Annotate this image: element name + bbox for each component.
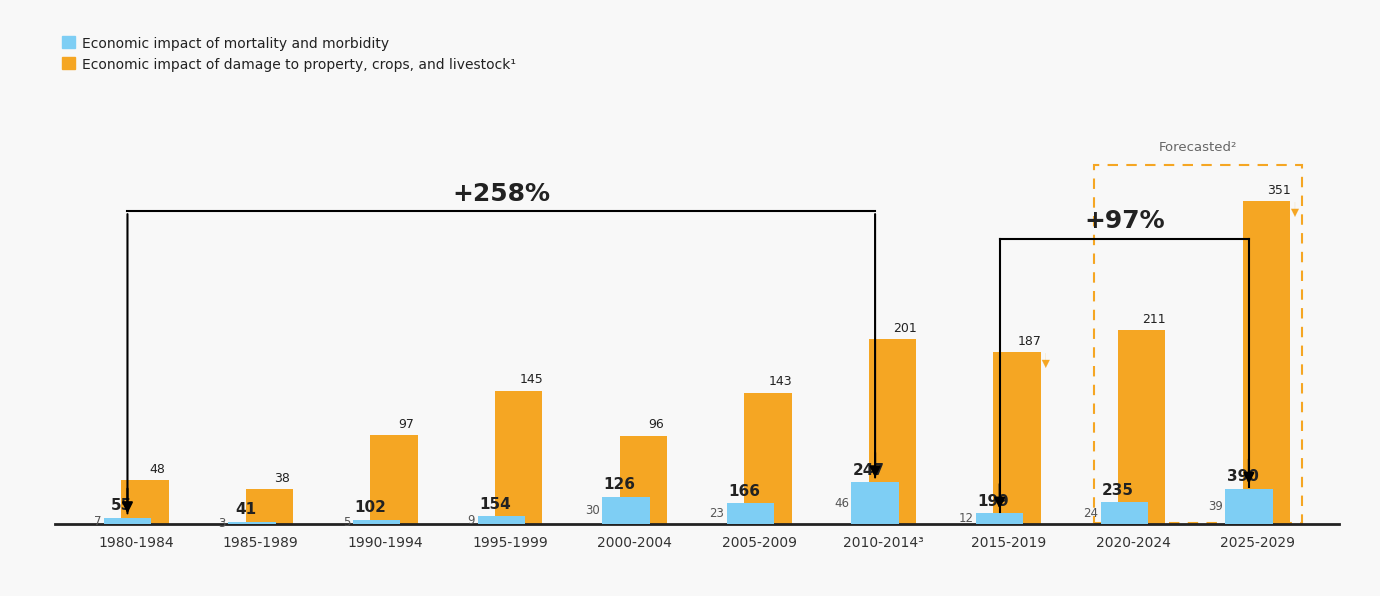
Text: 199: 199: [977, 494, 1009, 509]
Bar: [851, 482, 898, 524]
Text: 154: 154: [479, 496, 511, 511]
Text: 24: 24: [1083, 507, 1098, 520]
Bar: [495, 391, 542, 524]
Bar: [1118, 330, 1165, 524]
Bar: [976, 513, 1024, 524]
Text: 7: 7: [94, 515, 101, 527]
Text: 211: 211: [1143, 312, 1166, 325]
Bar: [744, 393, 792, 524]
Bar: [869, 339, 916, 524]
Text: 23: 23: [709, 507, 725, 520]
Bar: [229, 522, 276, 524]
Text: 9: 9: [468, 514, 475, 527]
Text: 5: 5: [344, 516, 351, 529]
Text: 38: 38: [275, 472, 290, 485]
Bar: [1101, 502, 1148, 524]
Bar: [246, 489, 293, 524]
Text: 201: 201: [893, 322, 916, 335]
Text: 96: 96: [647, 418, 664, 432]
Text: 12: 12: [959, 513, 973, 526]
Text: 126: 126: [603, 477, 636, 492]
Bar: [727, 503, 774, 524]
Bar: [994, 352, 1041, 524]
Text: 166: 166: [729, 484, 760, 499]
Text: 143: 143: [769, 375, 792, 388]
Bar: [121, 480, 168, 524]
Text: 41: 41: [235, 502, 257, 517]
Text: 145: 145: [519, 373, 544, 386]
Bar: [370, 435, 418, 524]
Bar: [477, 516, 524, 524]
Bar: [1242, 201, 1290, 524]
Text: 102: 102: [355, 500, 386, 516]
Text: 30: 30: [585, 504, 600, 517]
Text: 55: 55: [110, 498, 132, 513]
Text: +258%: +258%: [453, 182, 551, 206]
Text: 390: 390: [1227, 469, 1259, 484]
Text: 247: 247: [853, 462, 885, 477]
Text: +97%: +97%: [1083, 209, 1165, 234]
Text: Forecasted²: Forecasted²: [1159, 141, 1238, 154]
Text: 97: 97: [399, 418, 414, 430]
Text: 39: 39: [1208, 500, 1223, 513]
Bar: [353, 520, 400, 524]
Text: 235: 235: [1103, 483, 1134, 498]
Bar: [602, 497, 650, 524]
Bar: [104, 518, 152, 524]
Text: 48: 48: [149, 462, 166, 476]
Bar: [620, 436, 667, 524]
Bar: [1225, 489, 1272, 524]
Text: 351: 351: [1267, 184, 1290, 197]
Legend: Economic impact of mortality and morbidity, Economic impact of damage to propert: Economic impact of mortality and morbidi…: [62, 37, 516, 72]
Text: 187: 187: [1017, 334, 1042, 347]
Text: 46: 46: [834, 497, 849, 510]
Text: 3: 3: [218, 517, 226, 530]
